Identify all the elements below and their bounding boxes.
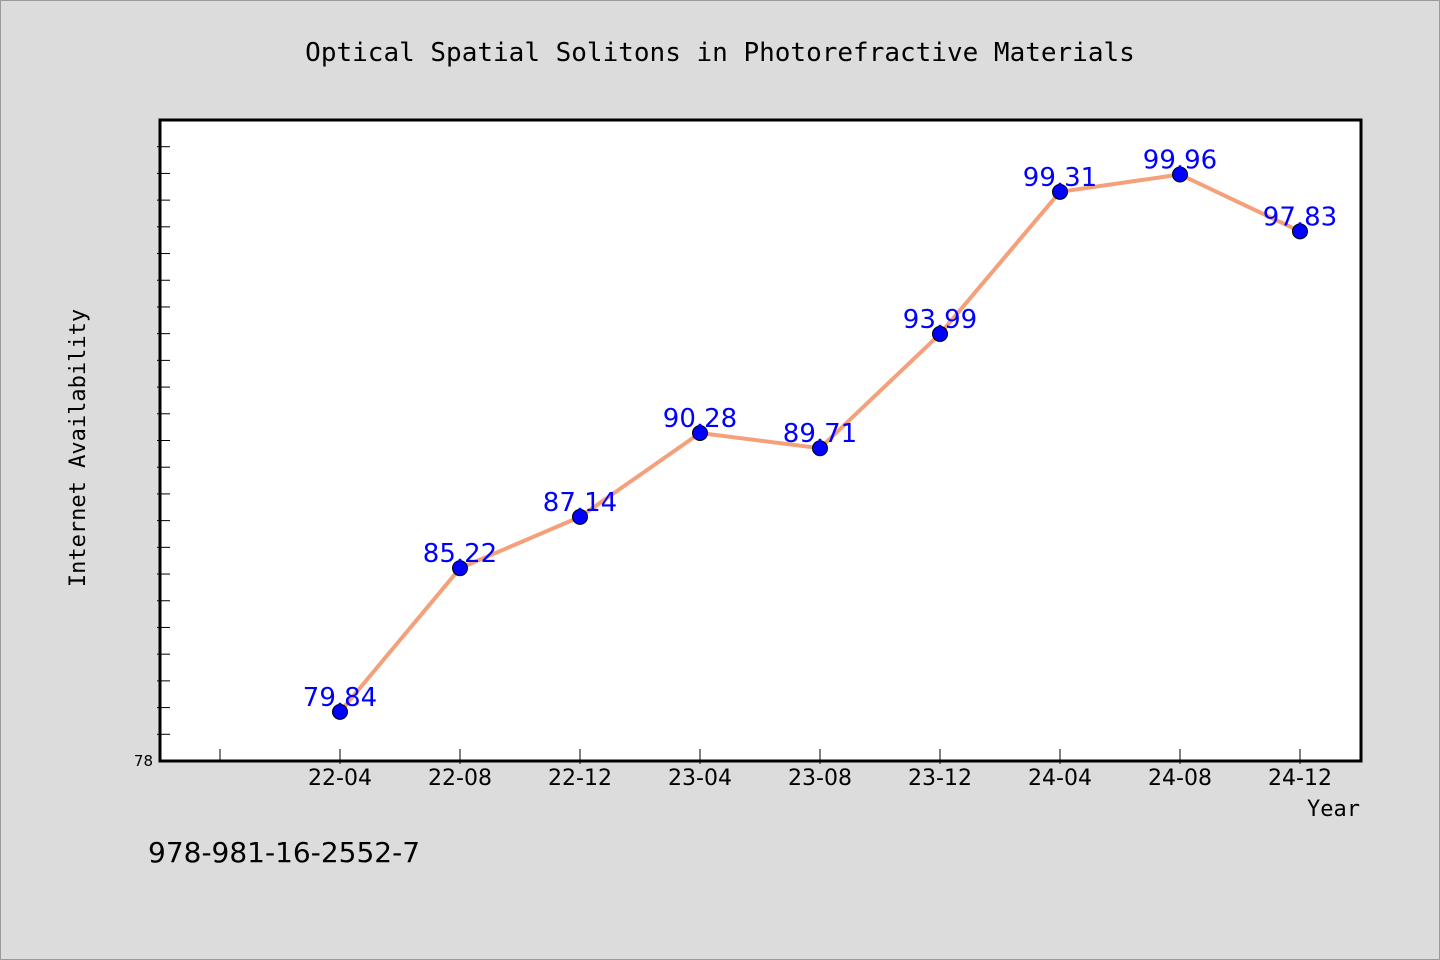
data-point: [1052, 183, 1068, 200]
x-tick-label: 23-04: [668, 766, 732, 791]
data-label: 93.99: [903, 305, 977, 335]
data-label: 85.22: [423, 539, 497, 569]
data-label: 99.31: [1023, 163, 1097, 193]
data-labels: 79.84 85.22 87.14 90.28 89.71 93.99 99.31 99.96…: [303, 145, 1337, 712]
data-label: 89.71: [783, 419, 857, 449]
data-label: 90.28: [663, 404, 737, 434]
data-markers: [332, 166, 1308, 720]
data-point: [572, 508, 588, 525]
y-tick-label: 78: [134, 752, 153, 770]
x-tick-label: 24-12: [1268, 766, 1332, 791]
x-tick-label: 22-08: [428, 766, 492, 791]
data-point: [332, 703, 348, 720]
x-tick-label: 23-08: [788, 766, 852, 791]
x-tick-label: 22-12: [548, 766, 612, 791]
data-label: 99.96: [1143, 145, 1217, 175]
x-tick-label: 24-08: [1148, 766, 1212, 791]
data-label: 87.14: [543, 488, 617, 518]
data-point: [452, 560, 468, 577]
data-point: [812, 440, 828, 457]
y-axis-ticks: [157, 146, 170, 735]
chart-title: Optical Spatial Solitons in Photorefract…: [305, 38, 1135, 68]
data-label: 97.83: [1263, 202, 1337, 232]
x-tick-label: 23-12: [908, 766, 972, 791]
plot-area: [158, 118, 1363, 763]
x-axis-ticks: [219, 749, 1301, 764]
x-axis-label: Year: [1307, 797, 1360, 822]
x-tick-label: 24-04: [1028, 766, 1092, 791]
data-point: [692, 425, 708, 442]
data-point: [932, 325, 948, 342]
data-point: [1292, 223, 1308, 240]
data-point: [1172, 166, 1188, 183]
x-tick-labels: 22-04 22-08 22-12 23-04 23-08 23-12 24-04 24-08…: [308, 766, 1332, 791]
data-label: 79.84: [303, 683, 377, 713]
y-axis-label: Internet Availability: [66, 309, 91, 587]
footer-isbn: 978-981-16-2552-7: [148, 836, 420, 869]
x-tick-label: 22-04: [308, 766, 372, 791]
